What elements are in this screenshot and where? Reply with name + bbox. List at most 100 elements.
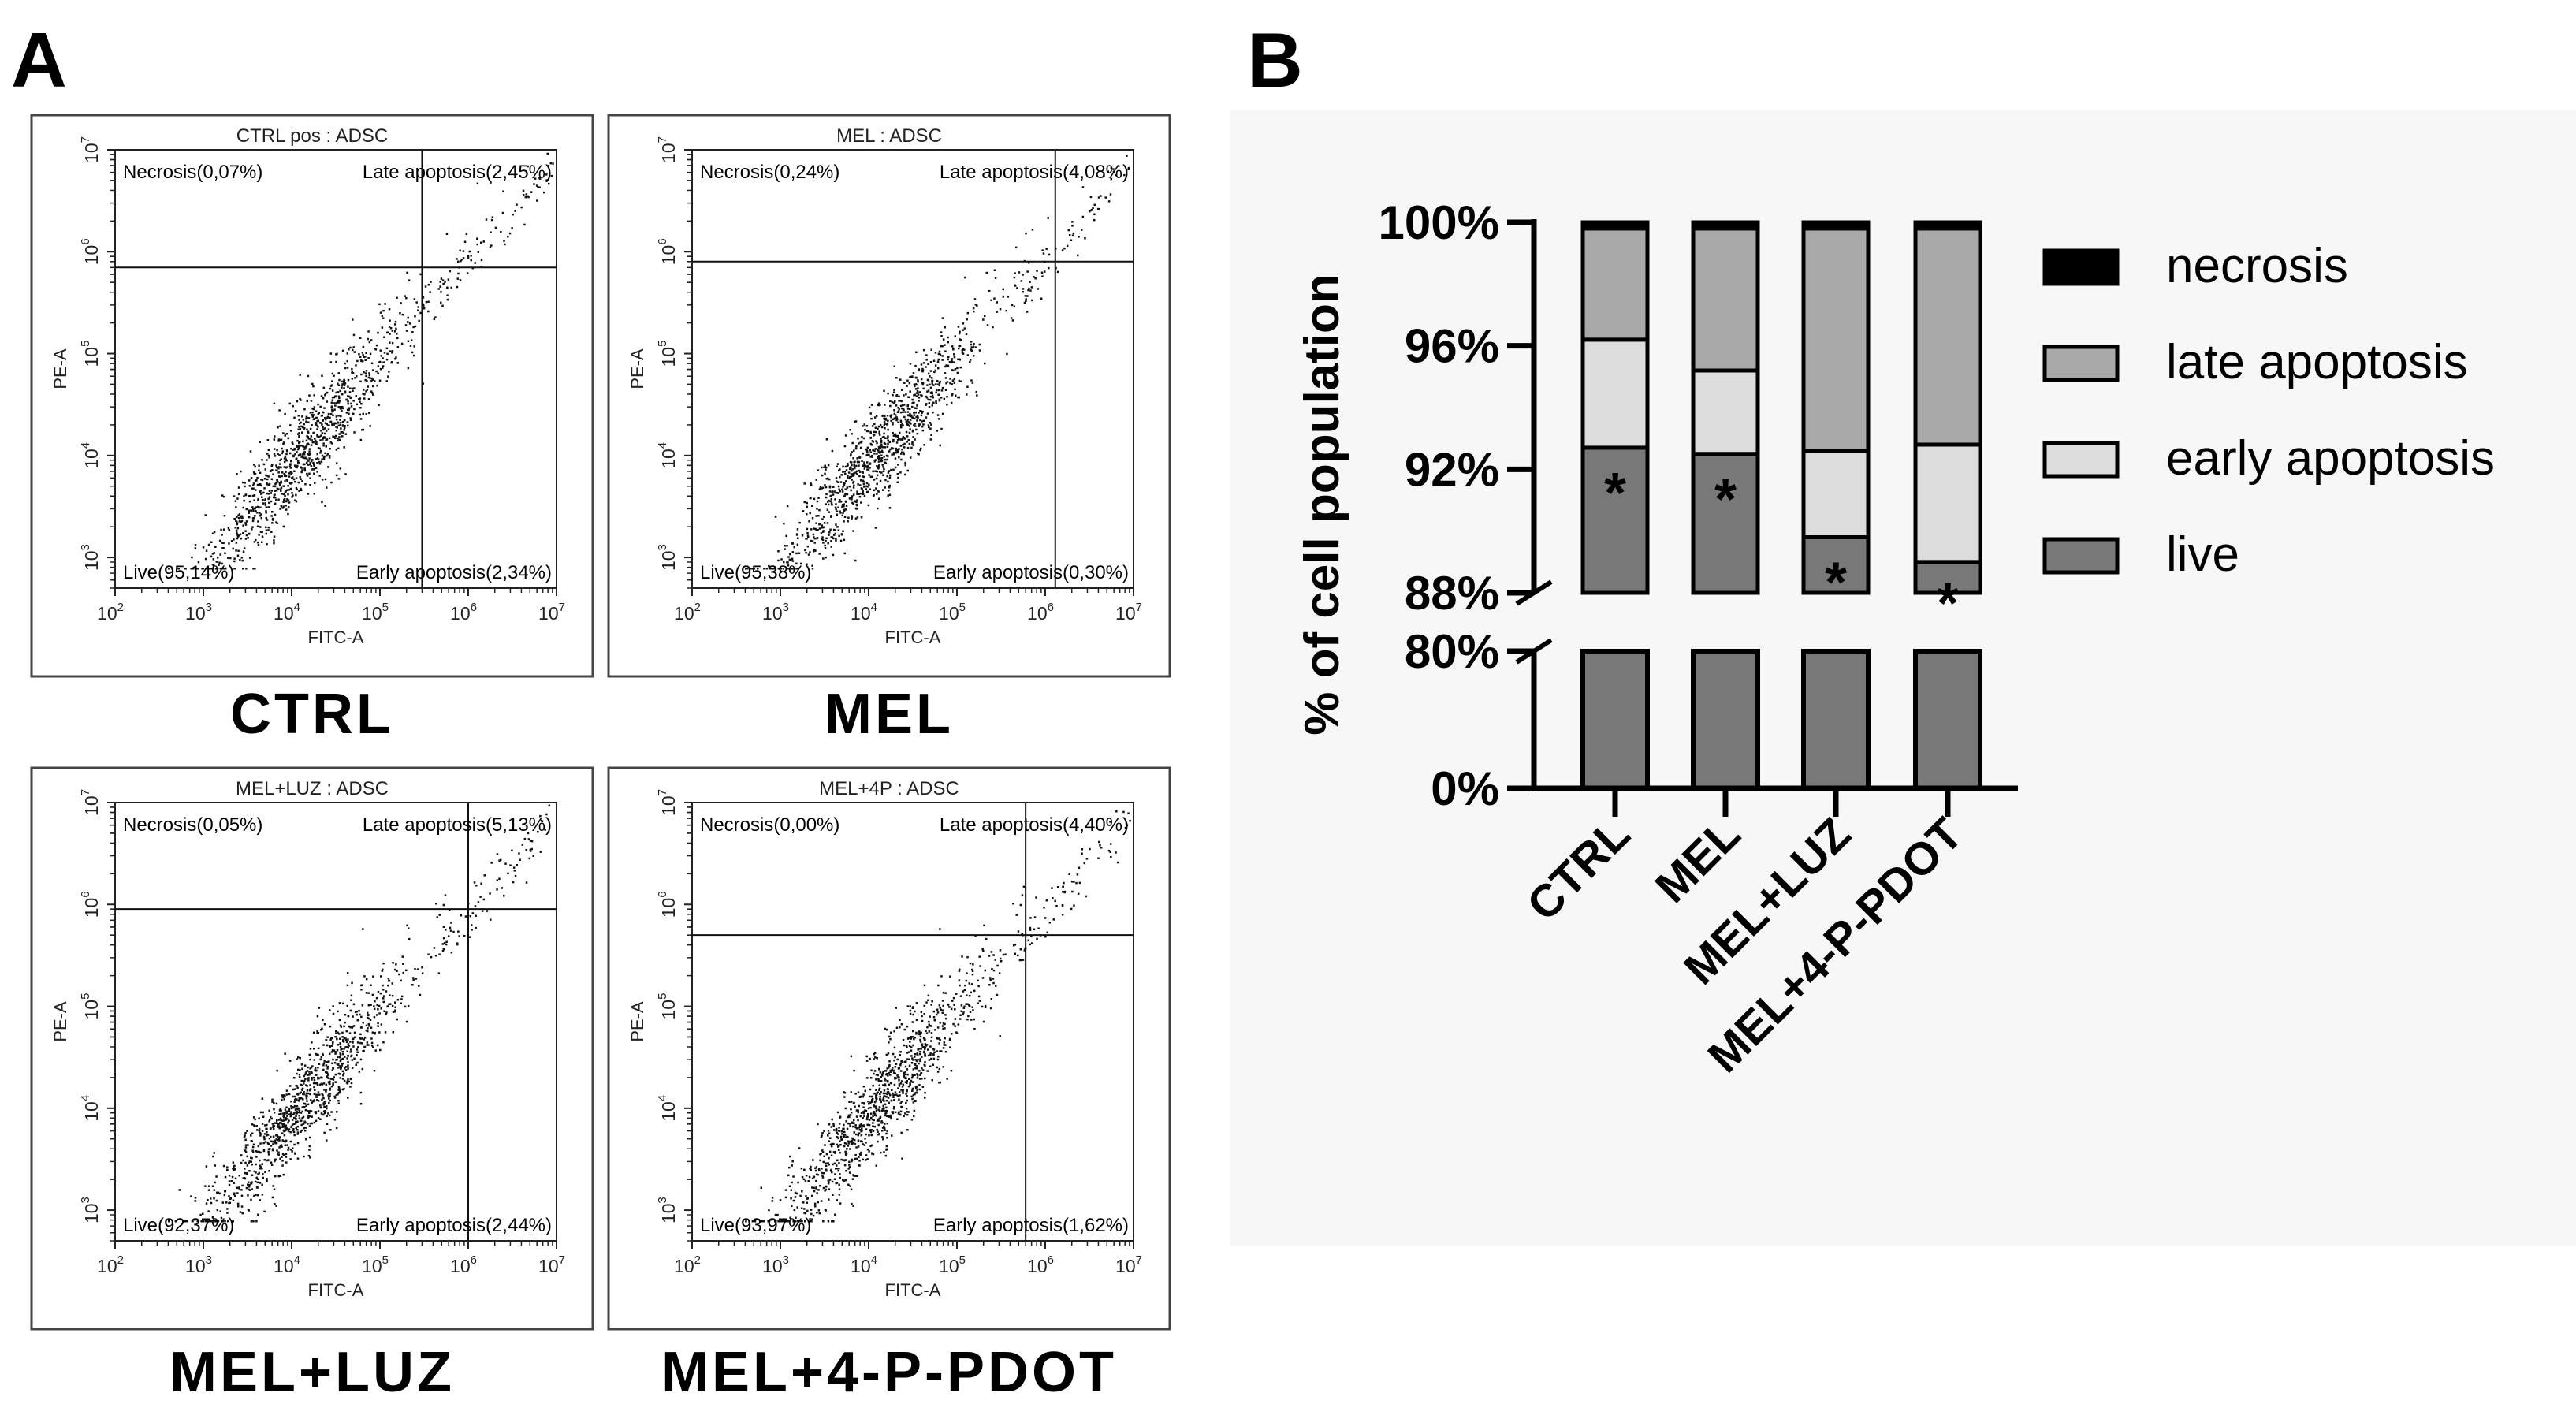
event-point: [821, 526, 823, 529]
event-point: [244, 493, 248, 496]
event-point: [210, 1201, 213, 1205]
event-point: [783, 522, 785, 525]
event-point: [270, 478, 274, 481]
event-point: [922, 1037, 925, 1039]
event-point: [329, 1078, 332, 1080]
event-point: [906, 1058, 909, 1060]
event-point: [298, 1115, 300, 1117]
event-point: [427, 310, 430, 313]
event-point: [854, 447, 858, 450]
event-point: [262, 1149, 266, 1151]
event-point: [273, 1188, 276, 1190]
event-point: [329, 1025, 332, 1028]
event-point: [450, 952, 453, 954]
event-point: [836, 1111, 839, 1114]
event-point: [463, 240, 467, 243]
event-point: [904, 464, 906, 467]
event-point: [813, 1202, 817, 1205]
event-point: [265, 512, 267, 514]
event-point: [407, 316, 409, 319]
event-point: [227, 557, 229, 559]
event-point: [893, 365, 895, 367]
event-point: [248, 1209, 250, 1212]
event-point: [355, 364, 357, 367]
event-point: [476, 182, 479, 185]
event-point: [260, 516, 262, 520]
x-tick-label: 106: [450, 1253, 477, 1276]
event-point: [331, 372, 333, 375]
event-point: [1067, 834, 1069, 836]
event-point: [335, 401, 338, 404]
event-point: [416, 968, 419, 970]
event-point: [910, 1055, 913, 1057]
event-point: [385, 1013, 387, 1016]
event-point: [857, 483, 859, 486]
event-point: [924, 1044, 927, 1046]
event-point: [360, 984, 363, 987]
y-tick-base: 10: [658, 1000, 679, 1020]
event-point: [333, 1076, 335, 1078]
event-point: [324, 422, 327, 424]
event-point: [301, 1110, 303, 1113]
event-point: [343, 1025, 345, 1028]
event-point: [220, 1216, 223, 1220]
event-point: [960, 339, 962, 341]
event-point: [352, 412, 355, 415]
event-point: [834, 1213, 836, 1216]
event-point: [322, 1052, 324, 1056]
event-point: [300, 478, 302, 480]
event-point: [286, 1144, 288, 1146]
event-point: [352, 371, 355, 374]
event-point: [882, 1071, 884, 1073]
event-point: [288, 482, 292, 485]
event-point: [337, 382, 339, 385]
event-point: [1071, 225, 1074, 227]
event-point: [277, 1119, 281, 1121]
event-point: [331, 389, 334, 392]
event-point: [306, 434, 308, 438]
event-point: [329, 441, 333, 444]
event-point: [904, 473, 906, 476]
event-point: [277, 1123, 280, 1126]
event-point: [868, 1150, 870, 1153]
event-point: [309, 412, 311, 414]
event-point: [349, 1078, 352, 1081]
event-point: [537, 831, 539, 833]
event-point: [292, 449, 295, 451]
event-point: [349, 1026, 352, 1029]
event-point: [825, 496, 828, 499]
event-point: [438, 953, 441, 955]
event-point: [827, 477, 829, 480]
event-point: [411, 331, 414, 333]
event-point: [237, 549, 240, 552]
event-point: [253, 473, 256, 475]
event-point: [313, 463, 315, 466]
event-point: [847, 471, 851, 474]
x-tick-base: 10: [450, 1256, 471, 1276]
event-point: [251, 517, 255, 520]
event-point: [548, 804, 551, 807]
event-point: [886, 1109, 888, 1112]
event-point: [218, 539, 221, 542]
event-point: [948, 1006, 951, 1008]
y-tick-label: 105: [79, 993, 102, 1020]
event-point: [914, 1093, 916, 1096]
event-point: [301, 415, 303, 418]
event-point: [329, 1039, 332, 1041]
event-point: [233, 560, 236, 563]
event-point: [312, 1031, 315, 1034]
event-point: [322, 1044, 325, 1046]
event-point: [896, 1094, 899, 1097]
event-point: [903, 442, 906, 445]
event-point: [229, 1201, 231, 1204]
event-point: [389, 994, 391, 996]
event-point: [283, 1113, 286, 1116]
event-point: [966, 354, 970, 356]
event-point: [322, 1063, 325, 1067]
event-point: [210, 1220, 214, 1223]
event-point: [339, 1065, 341, 1067]
event-point: [945, 364, 947, 367]
event-point: [317, 426, 319, 428]
event-point: [333, 1049, 336, 1052]
event-point: [947, 336, 949, 339]
